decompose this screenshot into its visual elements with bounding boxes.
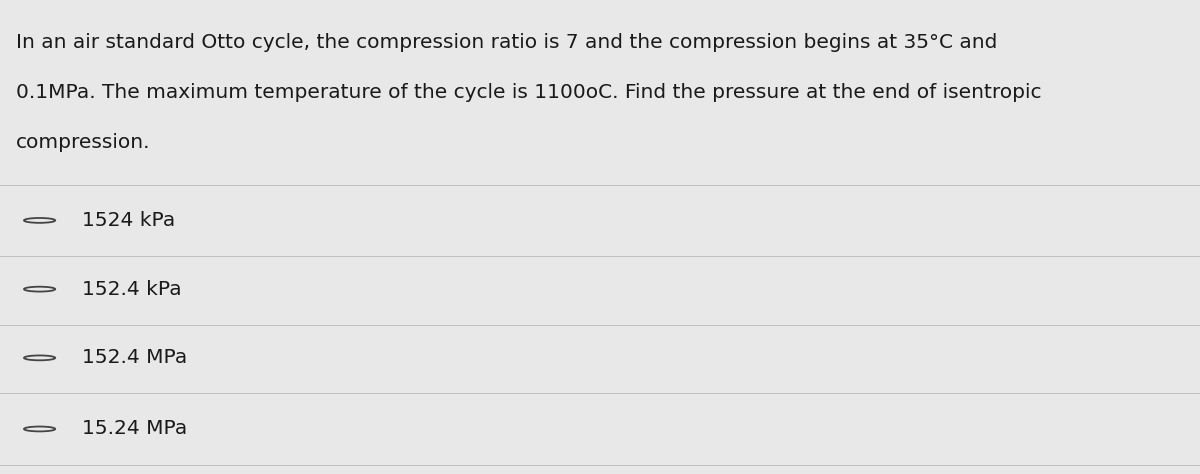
Text: compression.: compression. (16, 133, 150, 152)
Text: In an air standard Otto cycle, the compression ratio is 7 and the compression be: In an air standard Otto cycle, the compr… (16, 33, 997, 52)
Text: 1524 kPa: 1524 kPa (82, 211, 175, 230)
Text: 15.24 MPa: 15.24 MPa (82, 419, 187, 438)
Text: 152.4 kPa: 152.4 kPa (82, 280, 181, 299)
Text: 152.4 MPa: 152.4 MPa (82, 348, 187, 367)
Text: 0.1MPa. The maximum temperature of the cycle is 1100oC. Find the pressure at the: 0.1MPa. The maximum temperature of the c… (16, 83, 1042, 102)
